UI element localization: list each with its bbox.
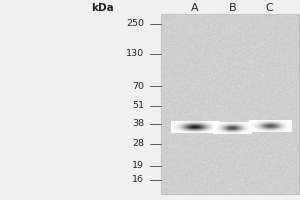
- Text: 28: 28: [132, 140, 144, 148]
- Text: 16: 16: [132, 176, 144, 184]
- FancyBboxPatch shape: [160, 14, 298, 194]
- Text: 130: 130: [126, 49, 144, 58]
- Text: 38: 38: [132, 119, 144, 129]
- Text: 70: 70: [132, 82, 144, 90]
- Text: 250: 250: [126, 20, 144, 28]
- Text: 19: 19: [132, 162, 144, 170]
- Text: C: C: [266, 3, 273, 13]
- Text: B: B: [228, 3, 236, 13]
- Text: A: A: [191, 3, 199, 13]
- Text: 51: 51: [132, 102, 144, 110]
- Text: kDa: kDa: [91, 3, 114, 13]
